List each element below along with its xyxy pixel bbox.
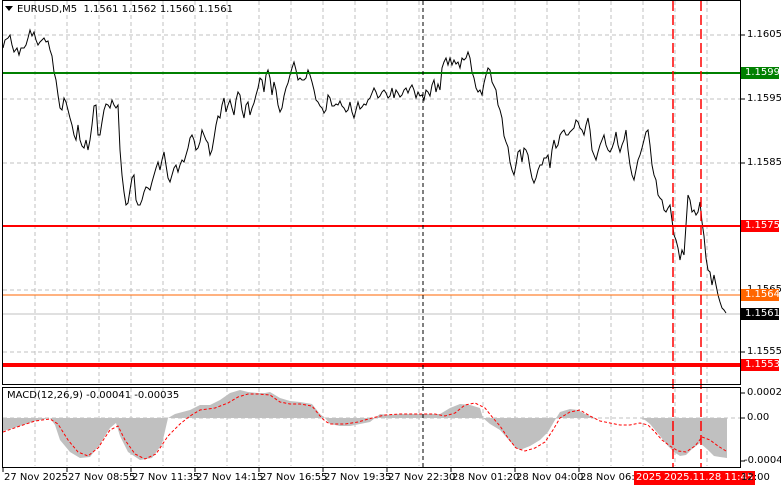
macd-title: MACD(12,26,9) -0.00041 -0.00035 — [7, 390, 180, 401]
triangle-down-icon[interactable] — [5, 6, 13, 11]
macd-tick-label: 0.00 — [747, 412, 770, 423]
time-label: 27 Nov 11:35 — [132, 472, 200, 483]
time-label: 28 Nov 01:20 — [452, 472, 520, 483]
macd-tick-label: 0.00027 — [747, 387, 781, 398]
time-label: 27 Nov 08:55 — [68, 472, 136, 483]
green-level-tag: 1.1599 — [741, 67, 780, 79]
grid-vertical — [34, 1, 708, 466]
time-label: 27 Nov 14:15 — [196, 472, 264, 483]
price-tick-label: 1.1595 — [747, 93, 781, 104]
time-label: 28 Nov 06:40 — [580, 472, 648, 483]
time-label: 28 Nov 04:00 — [516, 472, 584, 483]
time-label: 12:00 — [741, 472, 770, 483]
time-label: 27 Nov 19:35 — [324, 472, 392, 483]
chart-title: EURUSD,M5 1.1561 1.1562 1.1560 1.1561 — [5, 4, 233, 16]
price-axis-ticks — [741, 34, 745, 462]
symbol-label: EURUSD,M5 — [17, 4, 78, 15]
price-tick-label: 1.1605 — [747, 29, 781, 40]
main-panel-border — [2, 0, 741, 385]
time-label: 27 Nov 2025 — [4, 472, 69, 483]
macd-tick-label: -0.00045 — [744, 455, 781, 466]
time-highlight-right: 2025.11.28 11:45 — [662, 471, 756, 485]
macd-signal-line — [2, 393, 727, 460]
time-axis-ticks — [2, 468, 580, 472]
price-tick-label: 1.1585 — [747, 157, 781, 168]
orange-level-tag: 1.1564 — [741, 289, 780, 301]
price-tick-label: 1.1555 — [747, 346, 781, 357]
ohlc-values: 1.1561 1.1562 1.1560 1.1561 — [83, 4, 233, 15]
macd-histogram — [3, 390, 727, 460]
current-price-tag: 1.1561 — [741, 308, 780, 320]
red-level-upper-tag: 1.1575 — [741, 220, 780, 232]
price-line — [2, 28, 727, 314]
macd-panel-border — [2, 387, 741, 468]
red-level-lower-tag: 1.1553 — [741, 359, 780, 371]
time-label: 27 Nov 22:30 — [388, 472, 456, 483]
time-label: 27 Nov 16:55 — [260, 472, 328, 483]
